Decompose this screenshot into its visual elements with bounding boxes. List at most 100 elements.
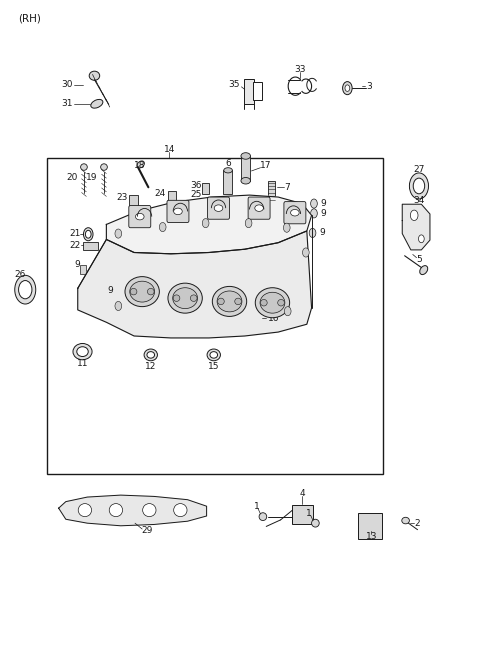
Ellipse shape [214,205,223,212]
Text: 9: 9 [321,199,326,208]
Ellipse shape [237,308,262,330]
Polygon shape [402,204,430,250]
Text: 7: 7 [284,183,289,192]
Circle shape [284,307,291,316]
Ellipse shape [101,164,108,170]
Bar [129,195,138,206]
Ellipse shape [91,100,103,108]
Text: 4: 4 [299,489,305,498]
Ellipse shape [259,513,267,521]
Ellipse shape [173,288,198,309]
Ellipse shape [125,276,159,307]
Ellipse shape [217,291,242,312]
Bar [202,183,209,195]
Ellipse shape [207,349,220,361]
Circle shape [19,280,32,299]
Text: 12: 12 [145,362,156,371]
Bar [84,242,98,250]
Ellipse shape [147,352,155,358]
Circle shape [410,210,418,221]
Ellipse shape [111,276,118,284]
Ellipse shape [402,517,409,524]
Text: 13: 13 [365,532,377,541]
Text: 33: 33 [294,66,306,75]
Text: 35: 35 [228,81,240,89]
Ellipse shape [147,288,154,295]
FancyBboxPatch shape [253,82,262,100]
Circle shape [413,178,425,194]
Ellipse shape [241,153,251,159]
Ellipse shape [260,292,285,313]
Ellipse shape [89,71,100,81]
Ellipse shape [210,352,217,358]
Text: 9: 9 [321,209,326,218]
Circle shape [159,223,166,232]
Text: 24: 24 [155,189,166,198]
Circle shape [409,173,429,199]
Ellipse shape [77,346,88,356]
FancyBboxPatch shape [291,505,312,524]
Text: 17: 17 [260,161,271,170]
Circle shape [85,231,91,238]
Text: 1: 1 [254,502,260,512]
Circle shape [311,209,317,218]
Circle shape [245,219,252,228]
FancyBboxPatch shape [244,79,254,103]
Polygon shape [107,195,312,253]
FancyBboxPatch shape [284,202,306,224]
Ellipse shape [241,178,251,184]
Bar [80,265,86,274]
Ellipse shape [173,295,180,301]
FancyBboxPatch shape [359,514,382,539]
Circle shape [283,223,290,233]
Text: 23: 23 [117,193,128,202]
Text: 5: 5 [416,255,422,263]
Circle shape [15,275,36,304]
FancyBboxPatch shape [248,197,270,219]
Circle shape [115,229,121,238]
Ellipse shape [130,281,155,302]
Text: 9: 9 [74,260,80,269]
Circle shape [309,229,316,238]
Text: 20: 20 [66,173,78,182]
Text: 21: 21 [70,229,81,238]
Ellipse shape [137,161,144,168]
Circle shape [302,248,309,257]
Ellipse shape [78,504,92,517]
Ellipse shape [135,214,144,220]
Ellipse shape [191,295,197,301]
Ellipse shape [255,205,264,212]
FancyBboxPatch shape [167,200,189,223]
Text: 30: 30 [61,81,73,89]
Text: 34: 34 [413,196,425,205]
Ellipse shape [130,288,137,295]
Ellipse shape [255,288,289,318]
Text: 29: 29 [141,527,153,536]
Bar [223,170,232,194]
Text: 9: 9 [319,229,325,237]
Text: 3: 3 [366,82,372,90]
Ellipse shape [212,286,247,316]
Ellipse shape [81,164,87,170]
Text: 16: 16 [268,314,279,323]
Text: 25: 25 [191,190,202,199]
Circle shape [115,301,121,310]
Circle shape [345,85,350,92]
Circle shape [343,82,352,95]
Circle shape [202,219,209,228]
Circle shape [311,199,317,208]
Polygon shape [59,495,206,526]
Circle shape [419,235,424,243]
Ellipse shape [217,298,224,305]
Circle shape [84,228,93,241]
Text: 9: 9 [108,286,113,295]
Ellipse shape [168,283,202,313]
Ellipse shape [278,299,284,306]
Text: (RH): (RH) [18,13,41,24]
Text: 14: 14 [164,145,175,154]
Ellipse shape [312,519,319,527]
Text: 26: 26 [15,269,26,278]
Ellipse shape [143,504,156,517]
Ellipse shape [174,504,187,517]
Text: 19: 19 [86,173,98,182]
